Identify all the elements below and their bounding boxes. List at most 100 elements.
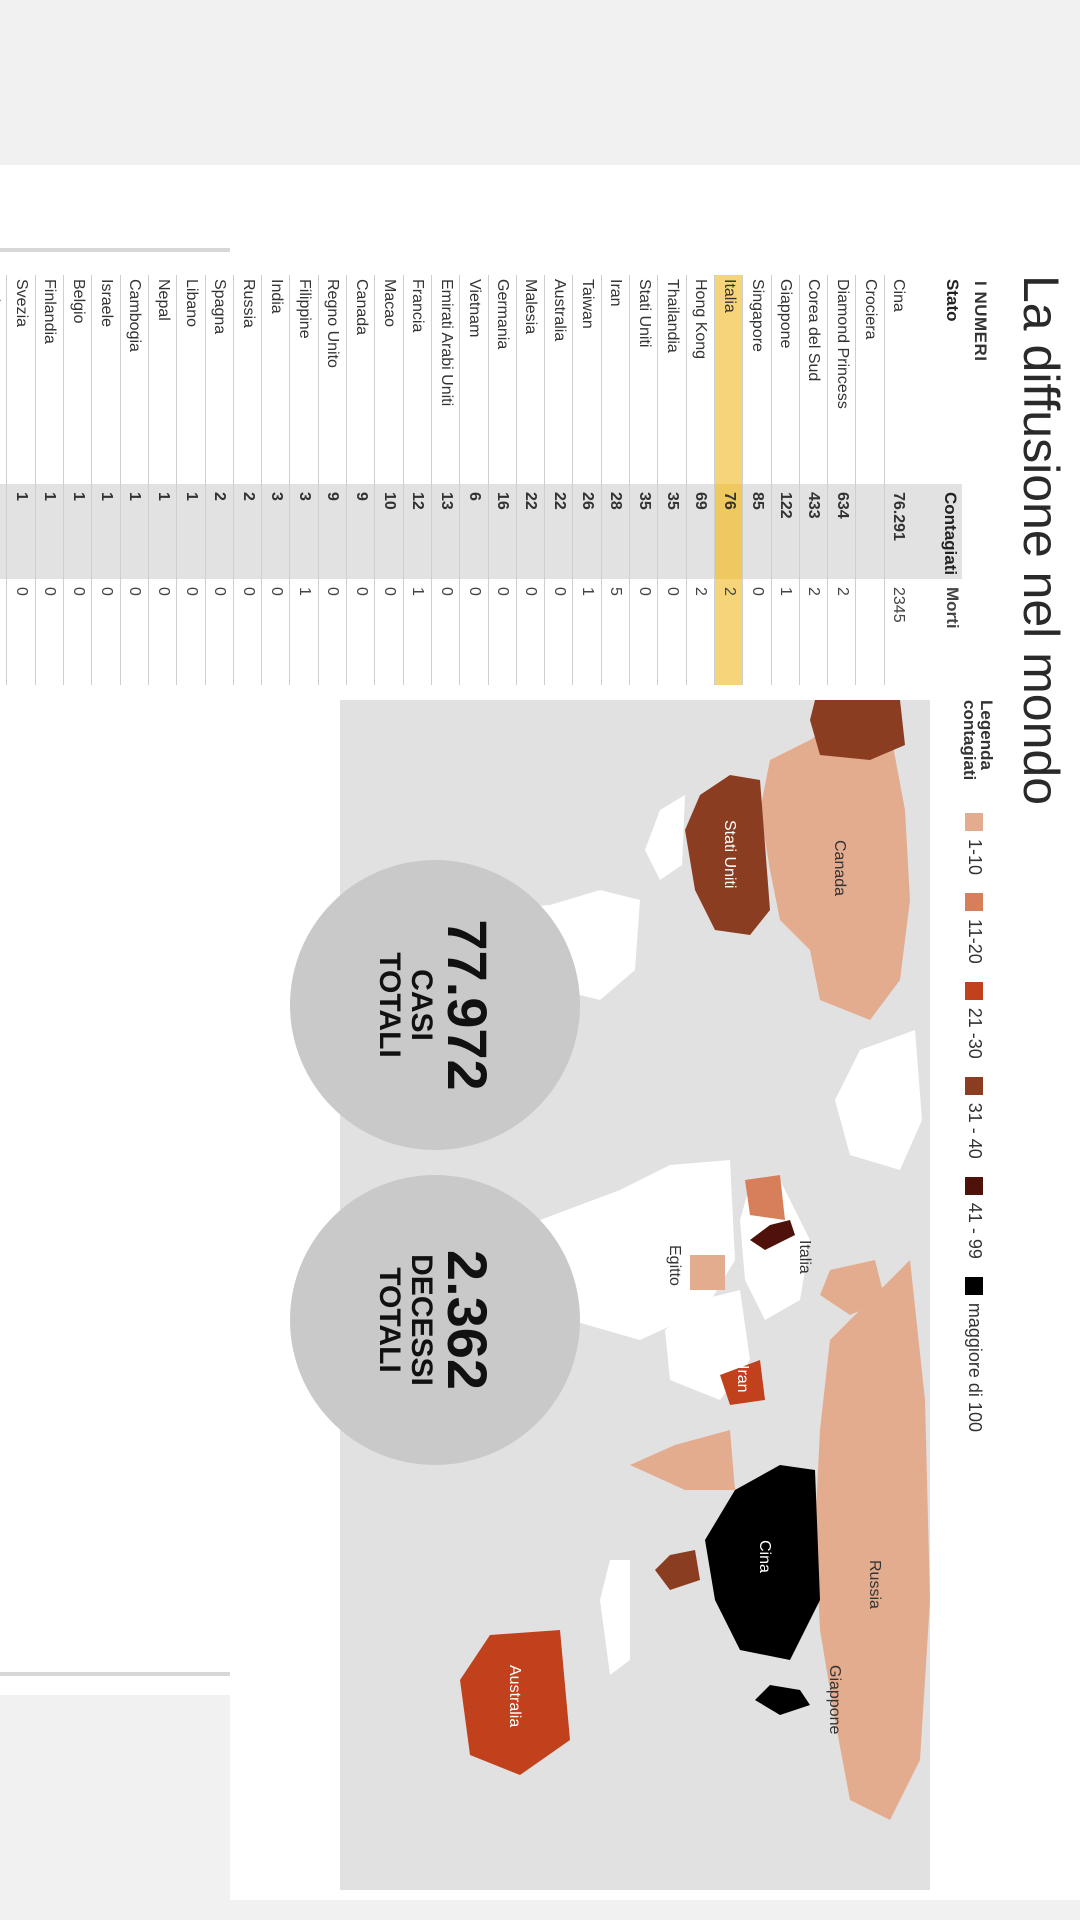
total-cases-value: 77.972	[436, 919, 499, 1091]
cell-deaths: 0	[663, 587, 681, 596]
table-row: Spagna 2 0	[204, 275, 233, 685]
cell-deaths: 2	[805, 587, 823, 596]
alaska-shape	[810, 700, 905, 760]
cell-country: Thailandia	[663, 279, 681, 353]
cell-cases: 85	[743, 484, 771, 579]
cell-deaths: 0	[267, 587, 285, 596]
cell-cases	[856, 484, 884, 579]
label-iran: Iran	[734, 1365, 751, 1393]
cell-cases: 9	[347, 484, 375, 579]
cell-cases: 2	[233, 484, 262, 579]
total-cases-circle: 77.972 CASI TOTALI	[290, 860, 580, 1150]
table-row: Crociera	[855, 275, 884, 685]
cell-cases: 6	[460, 484, 488, 579]
cell-cases: 1	[148, 484, 177, 579]
label-usa: Stati Uniti	[721, 820, 738, 888]
cell-deaths: 1	[409, 587, 427, 596]
label-china: Cina	[756, 1540, 773, 1573]
cell-country: Taiwan	[579, 279, 597, 329]
table-row: Finlandia 1 0	[34, 275, 64, 685]
usa-shape	[685, 775, 770, 935]
table-row: Canada 9 0	[346, 275, 375, 685]
table-row: Svezia 1 0	[6, 275, 35, 685]
label-russia: Russia	[866, 1560, 883, 1609]
cell-deaths: 0	[69, 587, 87, 596]
label-canada: Canada	[831, 840, 848, 896]
cell-deaths: 0	[126, 587, 144, 596]
table-row: Libano 1 0	[176, 275, 205, 685]
cell-deaths: 0	[239, 587, 257, 596]
cell-deaths: 5	[607, 587, 625, 596]
table-row: Cina 76.291 2345	[883, 275, 912, 685]
cell-cases: 13	[431, 484, 460, 579]
table-row: Italia 76 2	[713, 275, 743, 685]
table-row: Malesia 22 0	[515, 275, 545, 685]
map-svg: Canada Stati Uniti Italia Egitto Iran Ru…	[430, 700, 930, 1820]
india-shape	[630, 1430, 735, 1490]
cell-country: Belgio	[69, 279, 87, 324]
label-australia: Australia	[506, 1665, 523, 1727]
total-deaths-value: 2.362	[436, 1249, 499, 1391]
cell-country: Svezia	[13, 279, 31, 328]
total-deaths-circle: 2.362 DECESSI TOTALI	[290, 1175, 580, 1465]
cell-cases: 3	[290, 484, 318, 579]
cell-country: Hong Kong	[692, 279, 710, 360]
table-row: Nepal 1 0	[147, 275, 177, 685]
table-row: Singapore 85 0	[742, 275, 771, 685]
cell-cases: 3	[262, 484, 290, 579]
cell-cases: 69	[686, 484, 714, 579]
cell-deaths: 0	[352, 587, 370, 596]
cell-cases: 35	[630, 484, 658, 579]
cell-deaths: 2	[833, 587, 851, 596]
cell-country: Israele	[98, 279, 116, 328]
cell-cases: 1	[64, 484, 92, 579]
cell-cases: 12	[403, 484, 431, 579]
top-bar	[0, 0, 1080, 165]
cell-country: Corea del Sud	[805, 279, 823, 382]
total-cases-label: CASI	[405, 969, 438, 1041]
mexico-shape	[645, 795, 685, 880]
cell-deaths: 2	[692, 587, 710, 596]
header-deaths: Morti	[943, 587, 962, 629]
cell-country: Singapore	[748, 279, 766, 352]
legend-swatch	[965, 1076, 984, 1095]
cell-cases: 16	[488, 484, 516, 579]
cell-country: Italia	[720, 279, 738, 313]
cell-country: Vietnam	[465, 279, 483, 338]
cell-deaths: 0	[154, 587, 172, 596]
cell-cases: 1	[7, 484, 35, 579]
table-row: Hong Kong 69 2	[685, 275, 714, 685]
cell-deaths: 2345	[890, 587, 908, 623]
infographic: La diffusione nel mondo I NUMERI Stato C…	[0, 245, 1080, 1900]
australia-shape	[460, 1630, 570, 1775]
legend-title: Legenda contagiati	[960, 700, 996, 781]
cell-country: Cambogia	[126, 279, 144, 352]
cell-cases: 76.291	[884, 484, 912, 579]
japan-shape	[755, 1685, 810, 1715]
cases-table: Stato Contagiati Morti Cina 76.291 2345 Cro…	[0, 275, 962, 685]
cell-country: Iran	[607, 279, 625, 307]
cell-deaths: 0	[182, 587, 200, 596]
cell-country: Giappone	[777, 279, 795, 349]
table-row: Giappone 122 1	[770, 275, 799, 685]
cell-country: Filippine	[296, 279, 314, 339]
cell-cases: 1	[120, 484, 148, 579]
legend-swatch	[965, 813, 984, 831]
legend-label: 1-10	[965, 839, 985, 876]
legend-item: 11-20	[964, 893, 985, 964]
cell-cases: 10	[375, 484, 403, 579]
cell-cases: 433	[799, 484, 828, 579]
cell-cases: 22	[516, 484, 545, 579]
table-row: Diamond Princess 634 2	[827, 275, 856, 685]
cell-cases: 22	[545, 484, 573, 579]
spain-france-shape	[745, 1175, 785, 1220]
legend-swatch	[965, 981, 984, 1000]
cell-deaths: 0	[494, 587, 512, 596]
legend-label: 21 -30	[965, 1007, 985, 1059]
cell-deaths: 0	[98, 587, 116, 596]
legend-label: 11-20	[965, 919, 985, 964]
cell-country: Regno Unito	[324, 279, 342, 368]
legend-item: maggiore di 100	[964, 1276, 985, 1432]
cell-cases: 122	[771, 484, 799, 579]
table-row: Emirati Arabi Uniti 13 0	[430, 275, 460, 685]
